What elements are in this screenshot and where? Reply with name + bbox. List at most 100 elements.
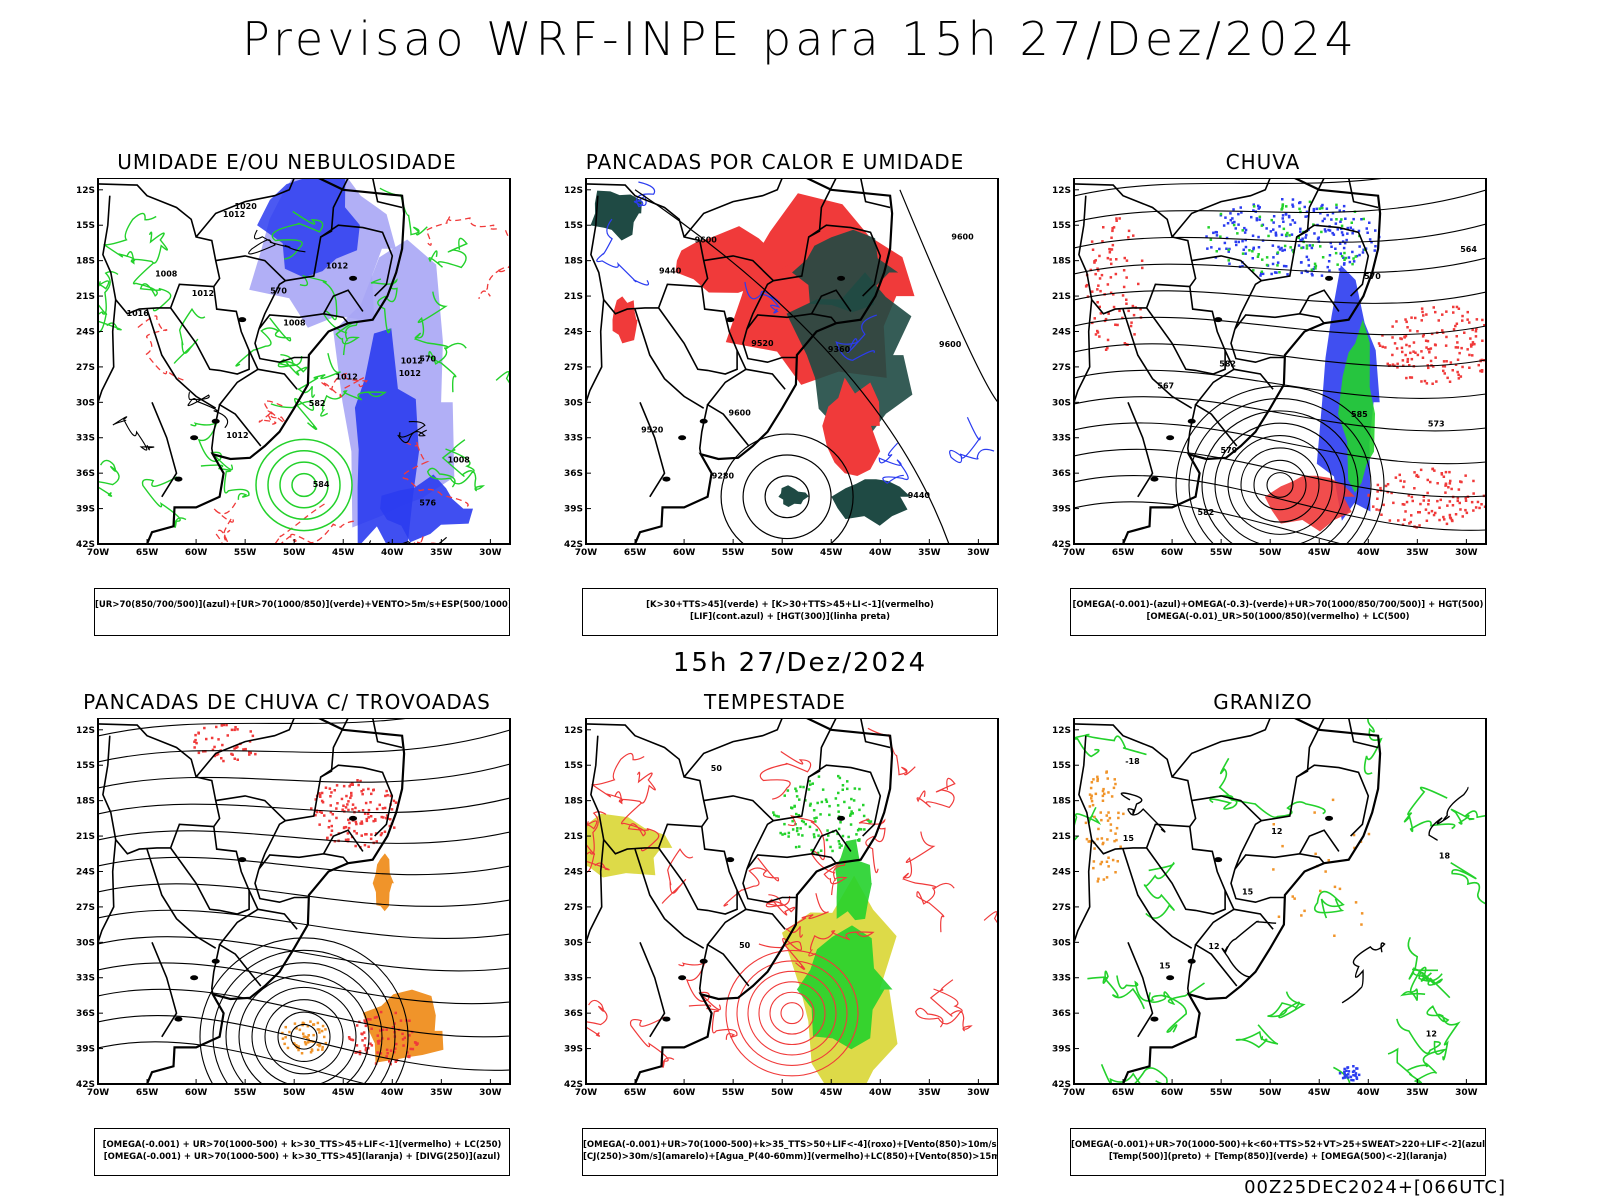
contour-label: 1012 xyxy=(336,372,358,381)
legend-line: [CJ(250)>30m/s](amarelo)+[Agua_P(40-60mm… xyxy=(583,1152,997,1162)
lat-tick-label: 21S xyxy=(564,292,583,302)
panel-chuva: CHUVA 582 585 582 579 573 570 567 564 12S 15S 18S 21… xyxy=(1028,150,1498,636)
lon-tick-label: 60W xyxy=(1161,1088,1184,1098)
lat-tick-label: 33S xyxy=(564,434,583,444)
lat-tick-label: 30S xyxy=(1052,398,1071,408)
lon-tick-label: 70W xyxy=(1063,1088,1086,1098)
lat-tick-label: 36S xyxy=(564,1009,583,1019)
lon-tick-label: 50W xyxy=(283,1088,306,1098)
lat-tick-label: 21S xyxy=(1052,292,1071,302)
contour-label: -18 xyxy=(1125,757,1140,766)
lon-tick-label: 50W xyxy=(771,1088,794,1098)
lon-tick-label: 30W xyxy=(1455,548,1478,558)
contour-label: 15 xyxy=(1123,834,1135,843)
map-field: 9600 9600 9520 9440 9520 9440 9360 9280 9600 9600 xyxy=(586,178,998,544)
lon-tick-label: 60W xyxy=(673,1088,696,1098)
legend-line: [Temp(500)](preto) + [Temp(850)](verde) … xyxy=(1108,1152,1448,1162)
panel-legend-box: [OMEGA(-0.001)+UR>70(1000-500)+k<60+TTS>… xyxy=(1070,1128,1486,1176)
lon-tick-label: 70W xyxy=(575,548,598,558)
lat-tick-label: 27S xyxy=(76,363,95,373)
legend-line: [OMEGA(-0.01)_UR>50(1000/850)(vermelho) … xyxy=(1146,612,1410,622)
lat-tick-label: 42S xyxy=(1052,1080,1071,1090)
contour-label: 564 xyxy=(1460,245,1477,254)
legend-line: [K>30+TTS>45](verde) + [K>30+TTS>45+LI<-… xyxy=(646,600,934,610)
contour-label: 9520 xyxy=(751,339,774,348)
contour-label: 18 xyxy=(1439,851,1451,860)
panel-tempestade: TEMPESTADE 50 50 12S 15S 18S 21S 24S 27S 30S 33S 36… xyxy=(540,690,1010,1176)
contour-label: 15 xyxy=(1159,962,1171,971)
contour-label: 1008 xyxy=(283,319,306,328)
lat-tick-label: 18S xyxy=(564,257,583,267)
lat-tick-label: 33S xyxy=(564,974,583,984)
lon-tick-label: 55W xyxy=(722,1088,745,1098)
lon-tick-label: 40W xyxy=(869,1088,892,1098)
lat-tick-label: 18S xyxy=(1052,257,1071,267)
lat-tick-label: 21S xyxy=(1052,832,1071,842)
panel-map: 15 15 15 18 12 12 12 -18 12S 15S 18S 21S 24S 27S 30S 33… xyxy=(1028,718,1498,1118)
lon-tick-label: 30W xyxy=(967,548,990,558)
lat-tick-label: 12S xyxy=(76,186,95,196)
lat-tick-label: 18S xyxy=(76,257,95,267)
lon-tick-label: 50W xyxy=(1259,1088,1282,1098)
panel-pancadas-trovoadas: PANCADAS DE CHUVA C/ TROVOADAS 12S 15S 18S 2… xyxy=(52,690,522,1176)
contour-label: 570 xyxy=(270,287,287,296)
panel-map: 582 585 582 579 573 570 567 564 12S 15S 18S 21S 24S 2… xyxy=(1028,178,1498,578)
lon-tick-label: 35W xyxy=(1406,1088,1429,1098)
lat-tick-label: 42S xyxy=(564,540,583,550)
lon-tick-label: 60W xyxy=(185,1088,208,1098)
lon-tick-label: 40W xyxy=(1357,1088,1380,1098)
contour-label: 15 xyxy=(1242,888,1254,897)
lat-tick-label: 12S xyxy=(564,186,583,196)
lat-tick-label: 30S xyxy=(76,398,95,408)
lon-tick-label: 40W xyxy=(1357,548,1380,558)
lon-tick-label: 65W xyxy=(1112,548,1135,558)
contour-label: 1012 xyxy=(226,431,248,440)
run-time-label: 00Z25DEC2024+[066UTC] xyxy=(1244,1177,1506,1198)
map-svg: 9600960095209440952094409360928096009600… xyxy=(564,178,999,558)
lat-tick-label: 30S xyxy=(1052,938,1071,948)
lat-tick-label: 15S xyxy=(1052,761,1071,771)
contour-label: 12 xyxy=(1208,942,1219,951)
contour-label: 570 xyxy=(419,354,436,363)
contour-label: 582 xyxy=(1219,360,1236,369)
panel-map: 9600 9600 9520 9440 9520 9440 9360 9280 9600 9600… xyxy=(540,178,1010,578)
lon-tick-label: 45W xyxy=(820,548,843,558)
valid-time-title: 15h 27/Dez/2024 xyxy=(672,648,928,678)
contour-label: 582 xyxy=(1198,508,1215,517)
contour-label: 12 xyxy=(1426,1029,1437,1038)
lon-tick-label: 65W xyxy=(624,1088,647,1098)
contour-label: 50 xyxy=(711,764,723,773)
lat-tick-label: 30S xyxy=(564,938,583,948)
lat-tick-label: 39S xyxy=(1052,505,1071,515)
lat-tick-label: 27S xyxy=(564,363,583,373)
panel-legend-box: [UR>70(850/700/500)](azul)+[UR>70(1000/8… xyxy=(94,588,510,636)
lat-tick-label: 27S xyxy=(564,903,583,913)
contour-label: 9600 xyxy=(695,235,718,244)
lat-tick-label: 33S xyxy=(1052,434,1071,444)
legend-line: [OMEGA(-0.001) + UR>70(1000-500) + k>30_… xyxy=(102,1140,502,1150)
lat-tick-label: 12S xyxy=(1052,726,1071,736)
lat-tick-label: 42S xyxy=(1052,540,1071,550)
map-field xyxy=(98,718,510,1084)
lat-tick-label: 12S xyxy=(1052,186,1071,196)
lon-tick-label: 50W xyxy=(771,548,794,558)
lat-tick-label: 33S xyxy=(76,974,95,984)
lon-tick-label: 30W xyxy=(479,1088,502,1098)
lat-tick-label: 33S xyxy=(76,434,95,444)
lon-tick-label: 55W xyxy=(722,548,745,558)
lon-tick-label: 35W xyxy=(430,548,453,558)
contour-label: 9520 xyxy=(641,425,664,434)
legend-line: [OMEGA(-0.001)+UR>70(1000-500)+k<60+TTS>… xyxy=(1071,1140,1485,1150)
lat-tick-label: 15S xyxy=(76,761,95,771)
lat-tick-label: 24S xyxy=(564,867,583,877)
contour-label: 1012 xyxy=(223,210,245,219)
lat-tick-label: 36S xyxy=(1052,469,1071,479)
lat-tick-label: 27S xyxy=(1052,903,1071,913)
lat-tick-label: 21S xyxy=(76,832,95,842)
contour-label: 570 xyxy=(1364,272,1381,281)
lat-tick-label: 12S xyxy=(76,726,95,736)
contour-label: 9600 xyxy=(939,340,962,349)
panel-map: 12S 15S 18S 21S 24S 27S 30S 33S 36S 39S 42S 70W 65W 6… xyxy=(52,718,522,1118)
lon-tick-label: 55W xyxy=(234,548,257,558)
map-field: 582 585 582 579 573 570 567 564 xyxy=(1074,178,1486,544)
